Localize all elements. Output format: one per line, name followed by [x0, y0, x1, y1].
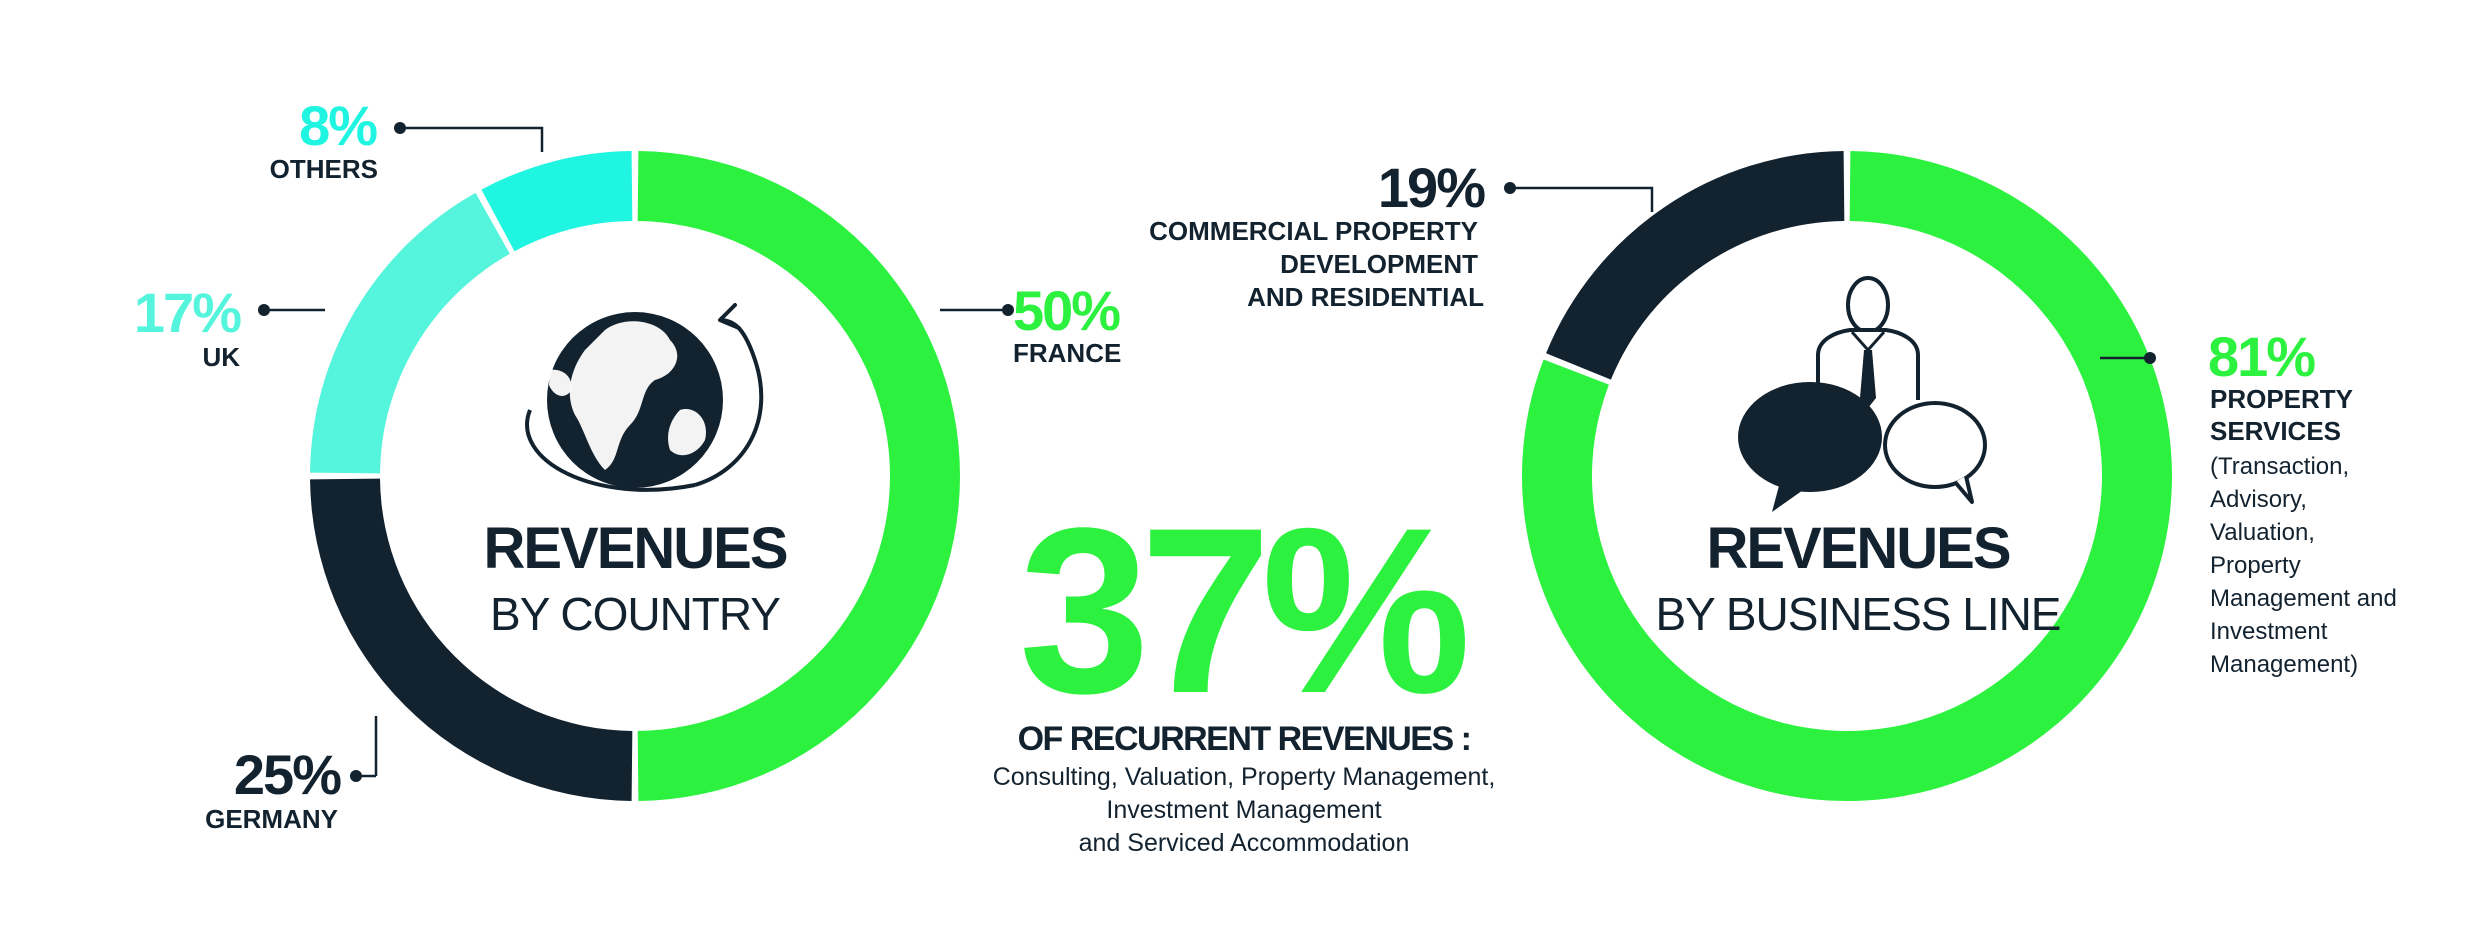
slice-value-others: 8% [299, 94, 377, 157]
donut-slice-france [637, 151, 960, 801]
slice-label-germany: GERMANY [205, 804, 338, 834]
leader-lines [264, 126, 1008, 776]
slice-detail-line: Investment [2210, 618, 2328, 645]
donut-slice-uk [310, 192, 510, 474]
slice-label-france: FRANCE [1013, 338, 1121, 368]
slice-detail-line: Management and [2210, 585, 2397, 612]
slice-detail-line: Valuation, [2210, 519, 2315, 546]
donut-chart-by-business-line: REVENUES BY BUSINESS LINE 19% COMMERCIAL… [1149, 151, 2397, 801]
donut-title: REVENUES [1706, 516, 2009, 581]
slice-value-france: 50% [1013, 279, 1120, 342]
leader-dots [258, 122, 1014, 782]
donut-chart-by-country: REVENUES BY COUNTRY 8% OTHERS 17% UK 50%… [134, 94, 1122, 834]
slice-label-uk: UK [202, 342, 240, 372]
leader-dots [1504, 182, 2156, 364]
slice-label-property-services-2: SERVICES [2210, 416, 2341, 446]
stat-line-3: and Serviced Accommodation [1079, 829, 1410, 857]
donut-subtitle: BY BUSINESS LINE [1656, 588, 2061, 640]
slice-value-property-services: 81% [2208, 325, 2315, 388]
donut-slice-commercial [1546, 151, 1845, 380]
slice-detail-line: Property [2210, 552, 2301, 579]
slice-label-commercial-3: AND RESIDENTIAL [1247, 282, 1484, 312]
donut-slices [310, 151, 960, 801]
stat-heading: OF RECURRENT REVENUES : [1018, 720, 1471, 758]
slice-detail-line: Advisory, [2210, 486, 2307, 513]
slice-detail-line: (Transaction, [2210, 453, 2349, 480]
slice-label-commercial-2: DEVELOPMENT [1280, 249, 1478, 279]
stat-value: 37% [1019, 479, 1466, 743]
slice-label-property-services-1: PROPERTY [2210, 384, 2353, 414]
recurrent-revenue-stat: 37% OF RECURRENT REVENUES : Consulting, … [993, 479, 1496, 857]
slice-label-others: OTHERS [270, 154, 378, 184]
donut-subtitle: BY COUNTRY [490, 588, 780, 640]
donut-slice-germany [310, 478, 633, 801]
stat-line-2: Investment Management [1106, 796, 1381, 824]
slice-detail-line: Management) [2210, 651, 2358, 678]
donut-slices [1522, 151, 2172, 801]
slice-detail-property-services: (Transaction, Advisory, Valuation, Property… [2210, 453, 2397, 678]
slice-label-commercial-1: COMMERCIAL PROPERTY [1149, 216, 1478, 246]
stat-line-1: Consulting, Valuation, Property Manageme… [993, 763, 1496, 791]
slice-value-commercial: 19% [1378, 156, 1485, 219]
globe-icon [525, 303, 764, 492]
donut-title: REVENUES [483, 516, 786, 581]
businessman-speech-bubbles-icon [1738, 276, 1987, 512]
slice-value-uk: 17% [134, 281, 241, 344]
slice-value-germany: 25% [234, 743, 341, 806]
donut-slice-others [481, 151, 633, 252]
leader-lines [1510, 186, 2150, 360]
